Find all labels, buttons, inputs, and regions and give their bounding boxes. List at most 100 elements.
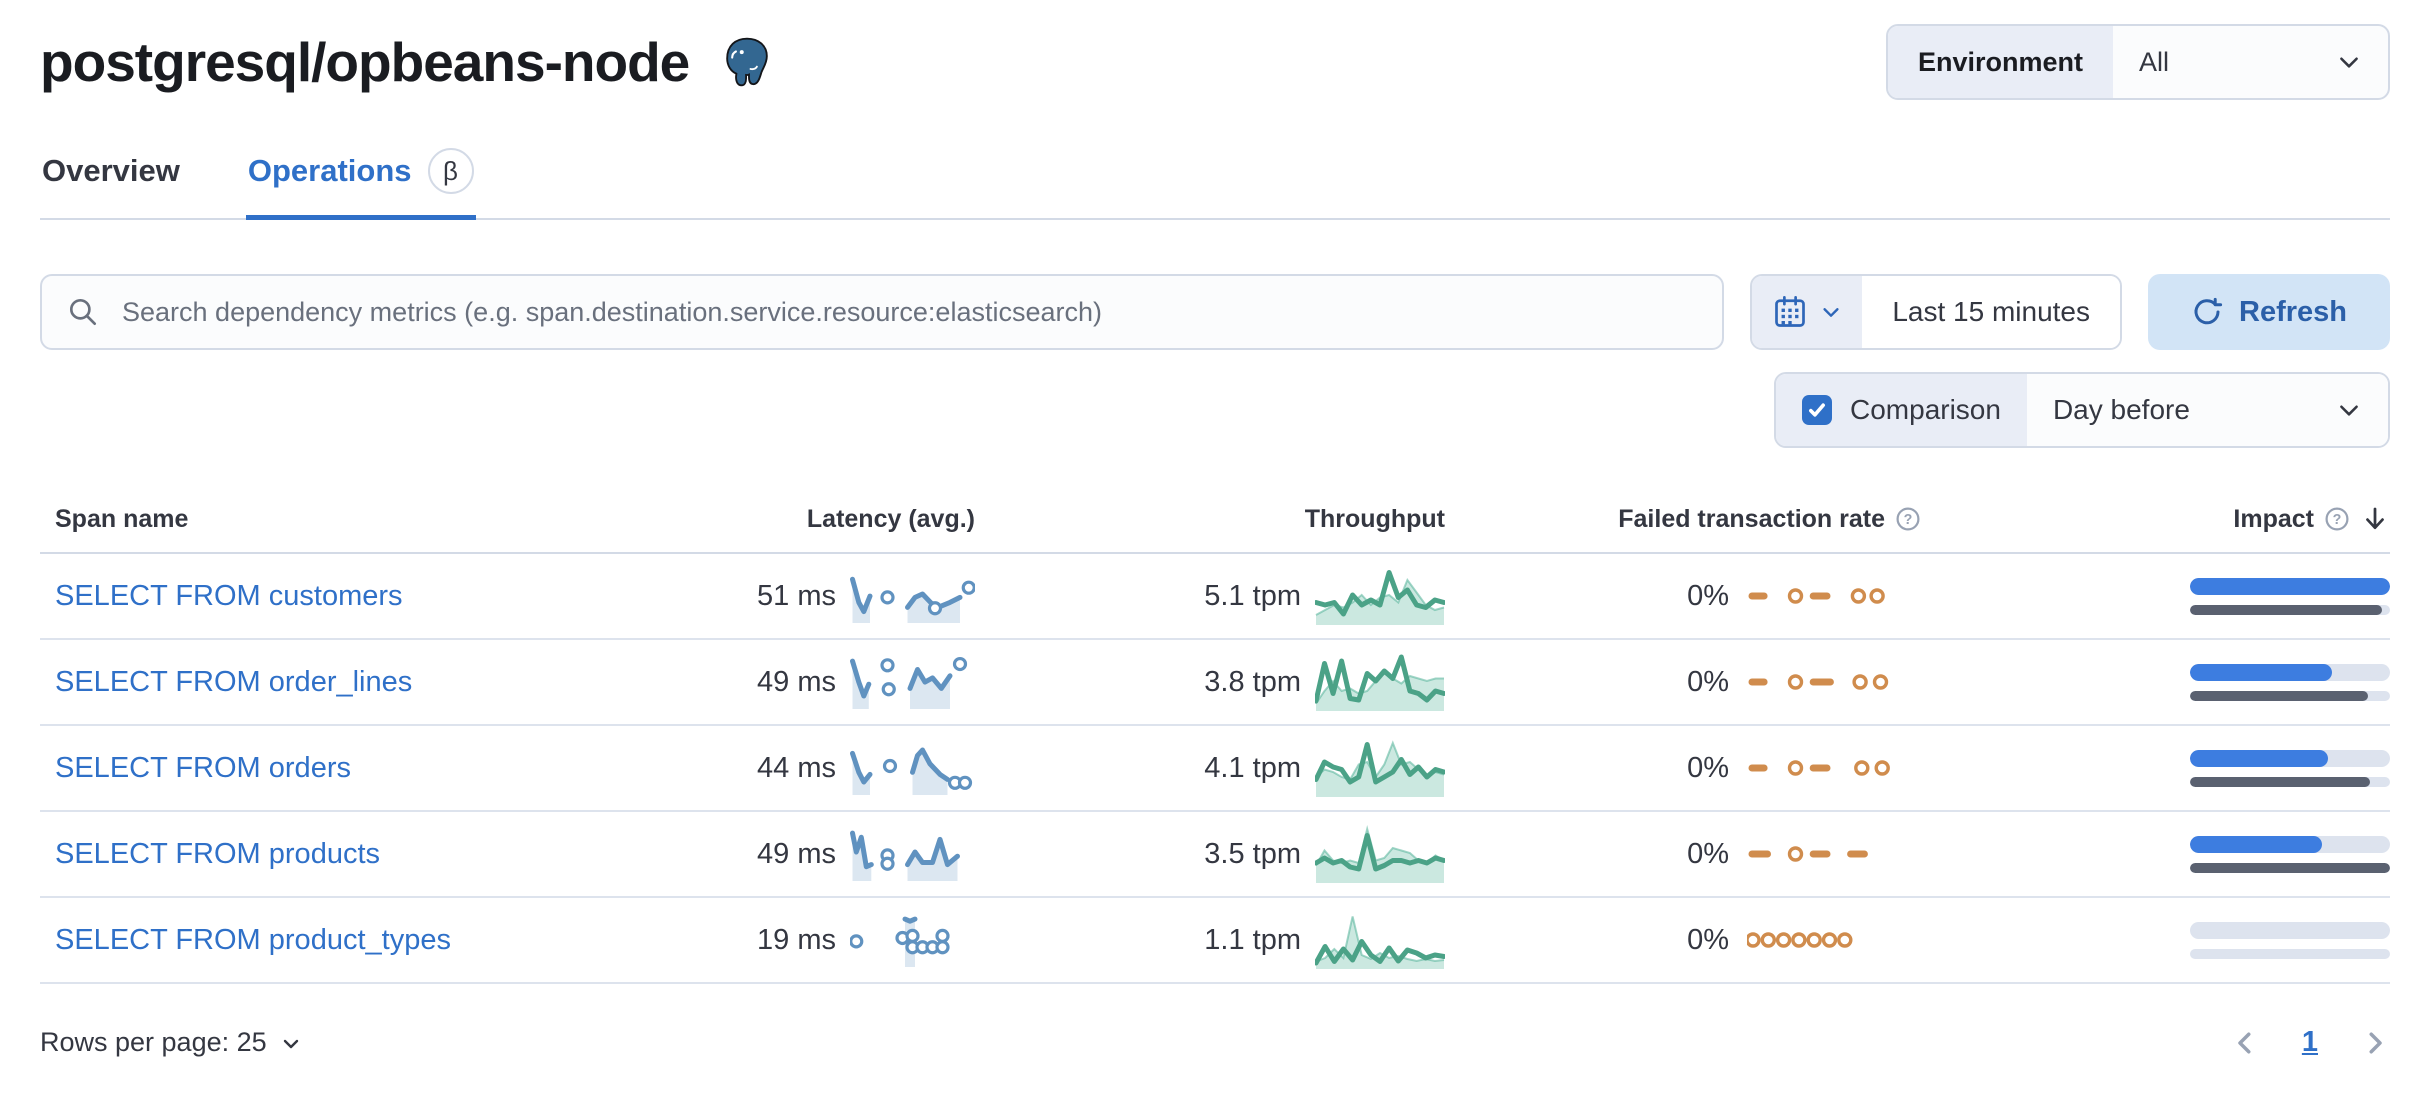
latency-value: 49 ms [757,837,836,870]
page-number-1[interactable]: 1 [2301,1026,2318,1058]
impact-bar-current [2190,749,2390,767]
failed-rate-value: 0% [1687,751,1729,784]
previous-page-button[interactable] [2230,1028,2260,1058]
failed-rate-sparkline [1748,674,1889,690]
page-header: postgresql/opbeans-node Environment All [40,0,2390,100]
tab-overview-label: Overview [42,153,180,188]
column-header-span-name[interactable]: Span name [55,504,189,533]
latency-value: 19 ms [757,923,836,956]
environment-value: All [2139,46,2170,77]
impact-cell [1945,663,2390,701]
impact-bars [2190,663,2390,701]
title-wrap: postgresql/opbeans-node [40,30,775,94]
column-header-latency[interactable]: Latency (avg.) [806,504,975,533]
failed-rate-cell: 0% [1445,834,1945,874]
comparison-label: Comparison [1850,394,2001,425]
impact-bar-current [2190,835,2390,853]
impact-bar-previous [2190,862,2390,873]
question-circle-icon: ? [2324,506,2350,532]
latency-cell: 51 ms [575,569,975,623]
failed-rate-cell: 0% [1445,576,1945,616]
latency-sparkline [850,576,975,623]
table-body: SELECT FROM customers 51 ms 5.1 tpm 0% SELEC… [40,554,2390,984]
column-header-impact[interactable]: Impact ? [1945,504,2390,534]
throughput-cell: 5.1 tpm [975,567,1445,625]
span-name-link[interactable]: SELECT FROM order_lines [55,665,413,698]
failed-rate-sparkline [1748,846,1868,862]
latency-cell: 44 ms [575,741,975,795]
tab-operations-label: Operations [247,153,412,188]
impact-bars [2190,835,2390,873]
comparison-toggle: Comparison [1776,374,2027,446]
throughput-value: 5.1 tpm [1204,579,1301,612]
table-footer: Rows per page: 25 1 [40,1026,2390,1059]
chevron-down-icon [2336,49,2362,75]
next-page-button[interactable] [2360,1028,2390,1058]
table-row: SELECT FROM products 49 ms 3.5 tpm 0% [40,812,2390,898]
search-input[interactable] [120,295,1699,329]
impact-cell [1945,835,2390,873]
svg-text:?: ? [2333,512,2342,528]
throughput-cell: 4.1 tpm [975,739,1445,797]
column-header-failed-rate[interactable]: Failed transaction rate ? [1445,505,1945,534]
time-range-button[interactable]: Last 15 minutes [1862,276,2120,348]
latency-sparkline [850,747,973,795]
chevron-down-icon [279,1031,303,1055]
impact-bar-previous [2190,776,2390,787]
span-name-link[interactable]: SELECT FROM products [55,837,381,870]
throughput-cell: 3.8 tpm [975,653,1445,711]
impact-bars [2190,577,2390,615]
tab-operations[interactable]: Operations β [245,142,476,220]
impact-bar-previous [2190,604,2390,615]
span-name-link[interactable]: SELECT FROM customers [55,579,403,612]
latency-value: 44 ms [757,751,836,784]
span-name-link[interactable]: SELECT FROM orders [55,751,351,784]
latency-value: 51 ms [757,579,836,612]
impact-cell [1945,577,2390,615]
beta-badge: β [427,148,474,194]
refresh-label: Refresh [2239,295,2347,328]
impact-cell [1945,921,2390,959]
throughput-sparkline [1315,570,1445,625]
comparison-select[interactable]: Day before [2026,374,2388,446]
tab-bar: Overview Operations β [40,142,2390,220]
calendar-icon [1772,294,1808,330]
date-picker-calendar-button[interactable] [1752,276,1863,348]
postgresql-icon [719,34,775,90]
rows-per-page-button[interactable]: Rows per page: 25 [40,1027,303,1058]
comparison-checkbox[interactable] [1802,395,1832,425]
failed-rate-sparkline [1748,760,1890,776]
impact-cell [1945,749,2390,787]
throughput-sparkline [1315,825,1445,883]
table-row: SELECT FROM order_lines 49 ms 3.8 tpm 0% [40,640,2390,726]
tab-overview[interactable]: Overview [40,142,182,218]
table-row: SELECT FROM product_types 19 ms 1.1 tpm 0% [40,898,2390,984]
throughput-sparkline [1315,740,1445,797]
refresh-button[interactable]: Refresh [2148,274,2390,350]
search-box [40,274,1725,350]
failed-rate-value: 0% [1687,579,1729,612]
latency-sparkline [850,830,960,881]
dependency-operations-page: postgresql/opbeans-node Environment All [40,0,2390,1059]
throughput-value: 4.1 tpm [1204,751,1301,784]
latency-cell: 19 ms [575,913,975,967]
search-icon [66,295,100,329]
query-controls: Last 15 minutes Refresh [40,274,2390,350]
failed-rate-cell: 0% [1445,920,1945,960]
environment-select[interactable]: Environment All [1886,24,2390,100]
impact-bars [2190,921,2390,959]
impact-bar-previous [2190,948,2390,959]
latency-cell: 49 ms [575,827,975,881]
table-row: SELECT FROM orders 44 ms 4.1 tpm 0% [40,726,2390,812]
span-name-link[interactable]: SELECT FROM product_types [55,923,451,956]
throughput-value: 3.8 tpm [1204,665,1301,698]
column-header-throughput[interactable]: Throughput [1304,504,1445,533]
question-circle-icon: ? [1895,506,1921,532]
chevron-down-icon [1820,301,1842,323]
failed-rate-cell: 0% [1445,748,1945,788]
environment-label: Environment [1888,26,2114,98]
chevron-down-icon [2336,397,2362,423]
throughput-sparkline [1315,916,1445,969]
operations-table: Span name Latency (avg.) Throughput Fail… [40,492,2390,984]
pagination: 1 [2230,1026,2390,1059]
